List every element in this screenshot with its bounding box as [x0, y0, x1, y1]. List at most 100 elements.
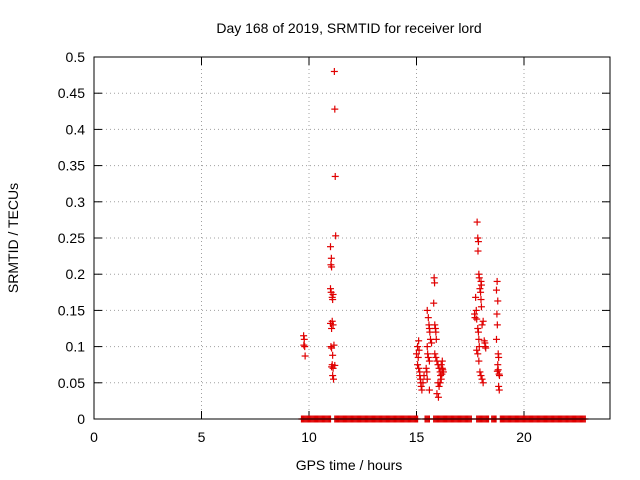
- data-point-marker: [423, 368, 431, 376]
- data-point-marker: [493, 277, 501, 285]
- plot-frame: [93, 56, 611, 420]
- data-point-marker: [471, 314, 479, 322]
- x-tick-label: 0: [90, 429, 98, 445]
- data-point-marker: [478, 321, 486, 329]
- data-point-marker: [327, 254, 335, 262]
- data-point-marker: [426, 328, 434, 336]
- data-point-marker: [414, 361, 422, 369]
- data-point-marker: [416, 368, 424, 376]
- data-point-marker: [493, 310, 501, 318]
- data-point-marker: [477, 281, 485, 289]
- tick-labels: 0 0.05 0.1 0.15 0.2 0.25 0.3 0.35 0.4 0.45 0.5 0 5 10…: [58, 49, 532, 445]
- data-point-marker: [431, 279, 439, 287]
- data-point-marker: [301, 352, 309, 360]
- data-point-marker: [422, 364, 430, 372]
- grid-lines: [94, 57, 610, 419]
- data-point-marker: [476, 368, 484, 376]
- data-point-marker: [492, 335, 500, 343]
- data-point-marker: [437, 372, 445, 380]
- data-point-marker: [329, 290, 337, 298]
- data-point-marker: [300, 341, 308, 349]
- data-point-marker: [474, 325, 482, 332]
- y-tick-label: 0.5: [66, 49, 86, 65]
- data-point-marker: [476, 285, 484, 293]
- data-point-marker: [328, 263, 336, 271]
- data-point-marker: [431, 321, 439, 329]
- data-point-marker: [432, 353, 440, 361]
- data-point-marker: [328, 325, 336, 332]
- data-point-marker: [474, 247, 482, 255]
- data-point-marker: [473, 315, 481, 323]
- data-point-marker: [431, 350, 439, 358]
- data-point-marker: [423, 343, 431, 351]
- data-point-marker: [420, 372, 428, 380]
- data-point-marker: [425, 386, 433, 394]
- data-point-marker: [493, 321, 501, 329]
- data-point-marker: [474, 234, 482, 242]
- data-point-marker: [477, 296, 485, 304]
- x-tick-label: 20: [516, 429, 532, 445]
- y-tick-label: 0.3: [66, 194, 86, 210]
- data-point-marker: [428, 339, 436, 347]
- data-point-marker: [435, 382, 443, 390]
- data-point-marker: [327, 343, 335, 351]
- data-point-marker: [479, 379, 487, 387]
- data-point-marker: [300, 332, 308, 340]
- x-tick-label: 10: [301, 429, 317, 445]
- data-point-marker: [475, 343, 483, 351]
- data-point-marker: [418, 386, 426, 394]
- data-point-marker: [415, 337, 423, 345]
- data-point-marker: [424, 353, 432, 361]
- y-tick-label: 0.1: [66, 339, 86, 355]
- data-point-marker: [330, 67, 338, 75]
- data-point-marker: [419, 379, 427, 387]
- data-point-marker: [424, 314, 432, 322]
- data-point-marker: [495, 386, 503, 394]
- data-point-marker: [327, 285, 334, 293]
- y-tick-label: 0.15: [58, 302, 85, 318]
- data-point-marker: [477, 288, 485, 296]
- chart-title: Day 168 of 2019, SRMTID for receiver lor…: [216, 20, 481, 36]
- data-point-marker: [434, 393, 442, 401]
- data-point-marker: [329, 372, 337, 380]
- data-point-marker: [331, 105, 339, 113]
- data-point-marker: [495, 372, 503, 380]
- data-point-marker: [475, 274, 483, 282]
- data-point-marker: [472, 306, 480, 314]
- data-point-marker: [329, 321, 337, 329]
- data-point-marker: [494, 297, 502, 305]
- data-points: [297, 67, 589, 423]
- data-point-marker: [472, 293, 480, 301]
- x-tick-label: 5: [198, 429, 206, 445]
- y-tick-label: 0.4: [66, 121, 86, 137]
- data-point-marker: [430, 299, 438, 307]
- data-point-marker: [493, 367, 501, 375]
- data-point-marker: [474, 238, 482, 246]
- data-point-marker: [474, 328, 482, 336]
- data-point-marker: [475, 357, 483, 365]
- data-point-marker: [328, 363, 336, 371]
- data-point-marker: [417, 382, 425, 390]
- data-point-marker: [330, 375, 338, 383]
- data-point-marker: [415, 346, 423, 354]
- data-point-marker: [433, 390, 441, 398]
- data-point-marker: [330, 341, 338, 349]
- data-point-marker: [474, 350, 482, 358]
- data-point-marker: [494, 366, 502, 374]
- data-point-marker: [482, 344, 490, 352]
- data-point-marker: [475, 335, 483, 343]
- data-point-marker: [414, 343, 422, 351]
- data-point-marker: [331, 361, 339, 369]
- y-tick-label: 0: [77, 411, 85, 427]
- y-tick-label: 0.35: [58, 158, 85, 174]
- data-point-marker: [332, 232, 340, 240]
- data-point-marker: [413, 350, 420, 358]
- data-point-marker: [495, 382, 503, 390]
- data-point-marker: [439, 368, 447, 376]
- data-point-marker: [437, 375, 445, 383]
- data-point-marker: [473, 218, 481, 226]
- data-point-marker: [423, 306, 431, 314]
- data-point-marker: [432, 335, 440, 343]
